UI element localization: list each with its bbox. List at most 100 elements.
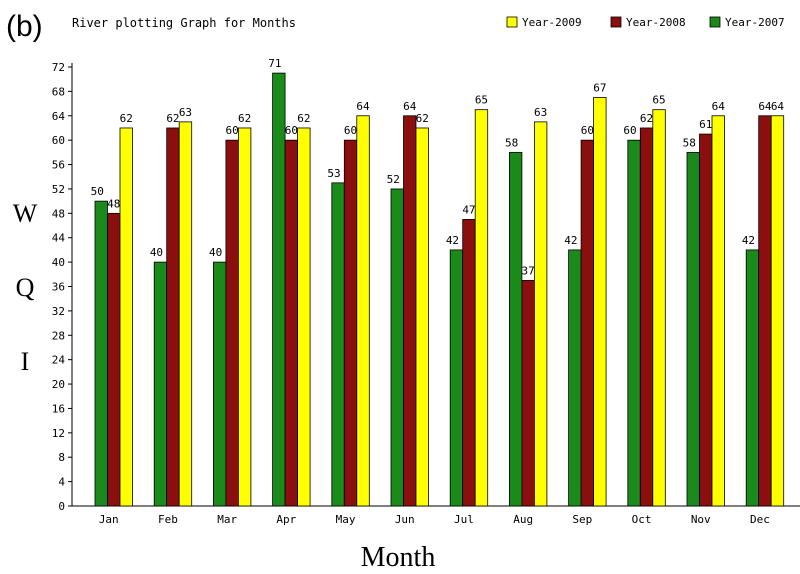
y-tick-label: 56 (52, 159, 65, 172)
value-label: 67 (593, 81, 606, 94)
legend-swatch (610, 16, 622, 28)
legend-label: Year-2007 (725, 16, 785, 29)
bar-year-2009-aug (534, 121, 548, 507)
value-label: 62 (297, 112, 310, 125)
y-axis-label: W Q I (13, 199, 38, 376)
value-label: 65 (652, 94, 665, 107)
value-label: 42 (564, 234, 577, 247)
y-axis-label-letter: Q (16, 273, 35, 302)
value-label: 60 (285, 124, 298, 137)
value-label: 48 (107, 197, 120, 210)
legend-swatch (709, 16, 721, 28)
x-tick-label: Jul (454, 513, 474, 526)
y-tick-label: 36 (52, 281, 65, 294)
bars (94, 72, 785, 507)
value-label: 58 (683, 136, 696, 149)
bar-year-2007-apr (272, 72, 286, 507)
value-label: 71 (268, 57, 281, 70)
bar-year-2007-oct (627, 139, 641, 507)
bar-year-2008-apr (284, 139, 299, 507)
value-label: 53 (327, 167, 340, 180)
bar-year-2008-sep (580, 139, 594, 507)
chart-title: River plotting Graph for Months (72, 16, 296, 30)
bar-year-2008-jul (462, 219, 476, 507)
x-tick-label: Jun (395, 513, 415, 526)
y-tick-label: 60 (52, 134, 65, 147)
value-label: 58 (505, 136, 518, 149)
y-tick-label: 72 (52, 61, 65, 74)
value-label: 50 (91, 185, 104, 198)
x-axis-label: Month (361, 542, 436, 573)
value-label: 60 (581, 124, 594, 137)
y-tick-label: 0 (58, 500, 65, 513)
legend-label: Year-2008 (626, 16, 686, 29)
bar-year-2007-sep (568, 249, 582, 507)
value-label: 62 (120, 112, 133, 125)
bar-year-2009-may (356, 115, 370, 507)
value-label: 60 (344, 124, 357, 137)
bar-year-2008-may (343, 139, 358, 507)
bar-year-2008-nov (699, 133, 713, 507)
value-label: 64 (403, 100, 417, 113)
x-tick-label: Aug (513, 513, 533, 526)
y-tick-label: 68 (52, 85, 65, 98)
bar-year-2007-may (331, 182, 345, 507)
bar-year-2009-jul (474, 109, 489, 507)
y-tick-label: 40 (52, 256, 65, 269)
y-tick-label: 44 (52, 232, 66, 245)
bar-year-2007-jun (390, 188, 404, 507)
x-tick-label: May (336, 513, 356, 526)
bar-year-2007-feb (153, 261, 168, 507)
y-tick-label: 32 (52, 305, 65, 318)
legend-swatch (506, 16, 518, 28)
y-tick-label: 28 (52, 329, 65, 342)
bar-year-2009-nov (711, 115, 725, 507)
value-label: 47 (462, 203, 475, 216)
y-axis-label-letter: W (13, 199, 38, 228)
value-label: 61 (699, 118, 712, 131)
y-tick-label: 20 (52, 378, 65, 391)
x-tick-label: Feb (158, 513, 178, 526)
value-label: 64 (771, 100, 785, 113)
value-label: 37 (522, 264, 535, 277)
value-label: 52 (387, 173, 400, 186)
x-tick-label: Oct (632, 513, 652, 526)
bar-year-2009-jan (119, 127, 133, 507)
y-tick-label: 16 (52, 402, 65, 415)
bar-year-2009-feb (178, 121, 193, 507)
y-tick-label: 8 (58, 451, 65, 464)
legend-label: Year-2009 (522, 16, 582, 29)
y-tick-label: 24 (52, 354, 66, 367)
bar-year-2007-jan (94, 200, 108, 507)
bar-year-2009-mar (237, 127, 252, 507)
bar-year-2008-aug (521, 280, 535, 507)
y-tick-label: 4 (58, 476, 65, 489)
y-tick-label: 52 (52, 183, 65, 196)
bar-year-2007-mar (212, 261, 227, 507)
bar-year-2007-nov (686, 151, 700, 507)
bar-year-2009-sep (593, 97, 607, 507)
value-label: 40 (209, 246, 222, 259)
x-tick-label: Nov (691, 513, 711, 526)
value-label: 60 (623, 124, 636, 137)
y-tick-label: 12 (52, 427, 65, 440)
y-tick-label: 48 (52, 207, 65, 220)
bar-year-2009-dec (770, 115, 785, 507)
value-label: 63 (179, 106, 192, 119)
value-label: 40 (150, 246, 163, 259)
y-tick-label: 64 (52, 110, 66, 123)
legend: Year-2009 Year-2008 Year-2007 (506, 16, 785, 29)
value-label: 62 (166, 112, 179, 125)
x-tick-label: Dec (750, 513, 770, 526)
bar-year-2007-dec (745, 249, 760, 507)
value-label: 62 (416, 112, 429, 125)
value-label: 42 (742, 234, 755, 247)
value-label: 65 (475, 94, 488, 107)
x-tick-label: Sep (572, 513, 592, 526)
bar-year-2009-oct (652, 109, 666, 507)
x-tick-label: Mar (217, 513, 237, 526)
value-label: 64 (712, 100, 726, 113)
